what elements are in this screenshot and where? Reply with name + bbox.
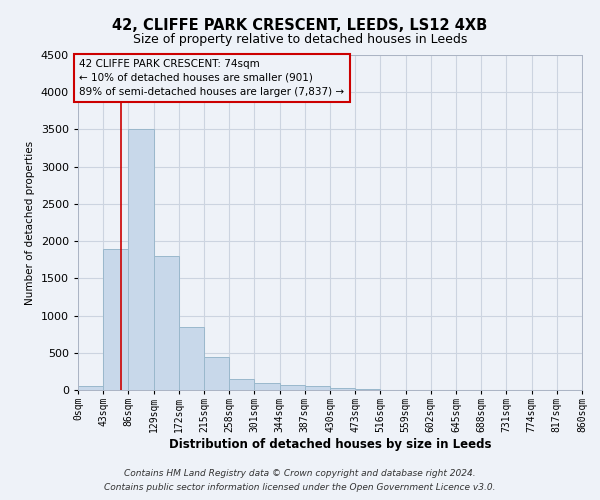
Bar (78, 386, 103, 390)
Bar (254, 384, 280, 390)
Bar (355, 388, 380, 390)
Bar (229, 379, 254, 390)
Bar (154, 256, 179, 390)
Text: Contains HM Land Registry data © Crown copyright and database right 2024.: Contains HM Land Registry data © Crown c… (124, 468, 476, 477)
Bar (103, 248, 128, 390)
Y-axis label: Number of detached properties: Number of detached properties (25, 140, 35, 304)
Bar (280, 385, 305, 390)
Text: 42 CLIFFE PARK CRESCENT: 74sqm
← 10% of detached houses are smaller (901)
89% of: 42 CLIFFE PARK CRESCENT: 74sqm ← 10% of … (79, 58, 344, 96)
X-axis label: Distribution of detached houses by size in Leeds: Distribution of detached houses by size … (169, 438, 491, 451)
Text: Contains public sector information licensed under the Open Government Licence v3: Contains public sector information licen… (104, 484, 496, 492)
Text: 42, CLIFFE PARK CRESCENT, LEEDS, LS12 4XB: 42, CLIFFE PARK CRESCENT, LEEDS, LS12 4X… (112, 18, 488, 32)
Bar (330, 388, 355, 390)
Bar (128, 130, 154, 390)
Text: Size of property relative to detached houses in Leeds: Size of property relative to detached ho… (133, 32, 467, 46)
Bar (204, 356, 229, 390)
Bar (305, 386, 330, 390)
Bar (179, 326, 204, 390)
